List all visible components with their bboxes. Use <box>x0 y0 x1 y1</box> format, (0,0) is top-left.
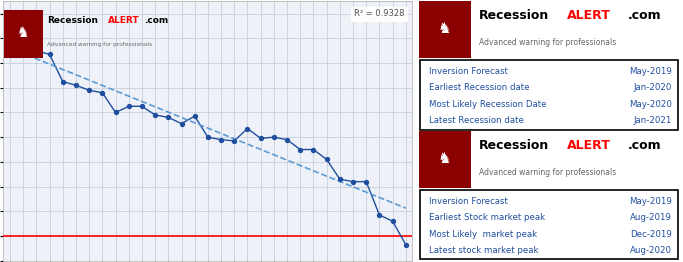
Text: .com: .com <box>628 139 661 152</box>
Text: Earliest Recession date: Earliest Recession date <box>429 83 529 92</box>
Text: ALERT: ALERT <box>109 17 140 25</box>
Point <box>348 179 359 184</box>
Point <box>361 179 372 184</box>
Point <box>268 135 279 139</box>
Text: Inversion Forecast: Inversion Forecast <box>429 67 508 76</box>
Text: Earliest Stock market peak: Earliest Stock market peak <box>429 213 545 222</box>
Title: 10's vs. 1's: 10's vs. 1's <box>169 0 247 1</box>
Text: Recession: Recession <box>479 139 549 152</box>
Point <box>97 91 108 95</box>
Point <box>137 104 148 108</box>
Point <box>281 138 292 142</box>
FancyBboxPatch shape <box>420 189 678 259</box>
Point <box>189 114 200 118</box>
Text: Latest stock market peak: Latest stock market peak <box>429 246 539 255</box>
Text: Latest Recession date: Latest Recession date <box>429 116 524 125</box>
Text: R² = 0.9328: R² = 0.9328 <box>354 9 404 18</box>
Text: Aug-2020: Aug-2020 <box>630 246 672 255</box>
Text: Advanced warning for professionals: Advanced warning for professionals <box>479 168 616 177</box>
Text: .com: .com <box>143 17 168 25</box>
Point <box>374 213 385 217</box>
Point <box>321 157 332 161</box>
Point <box>57 79 68 84</box>
Text: Most Likely Recession Date: Most Likely Recession Date <box>429 100 546 109</box>
Text: .com: .com <box>628 9 661 22</box>
Text: May-2019: May-2019 <box>629 197 672 206</box>
Point <box>242 127 253 131</box>
Text: Recession: Recession <box>47 17 98 25</box>
Point <box>150 113 161 117</box>
FancyBboxPatch shape <box>420 60 678 129</box>
FancyBboxPatch shape <box>419 131 471 188</box>
Point <box>387 219 398 223</box>
Text: May-2019: May-2019 <box>629 67 672 76</box>
Text: Recession: Recession <box>479 9 549 22</box>
Text: Inversion Forecast: Inversion Forecast <box>429 197 508 206</box>
Text: Aug-2019: Aug-2019 <box>630 213 672 222</box>
Point <box>84 88 95 92</box>
Text: Jan-2021: Jan-2021 <box>633 116 672 125</box>
Point <box>202 135 213 139</box>
Point <box>5 37 16 42</box>
Text: ♞: ♞ <box>438 21 451 36</box>
FancyBboxPatch shape <box>419 1 471 58</box>
Point <box>216 138 227 142</box>
Point <box>31 49 42 53</box>
Point <box>44 52 55 57</box>
Text: Most Likely  market peak: Most Likely market peak <box>429 230 538 239</box>
FancyBboxPatch shape <box>4 10 42 58</box>
Text: Advanced warning for professionals: Advanced warning for professionals <box>479 38 616 47</box>
Point <box>308 148 319 152</box>
Point <box>123 104 134 108</box>
Point <box>295 148 306 152</box>
Text: May-2020: May-2020 <box>629 100 672 109</box>
Point <box>335 177 346 181</box>
Text: Dec-2019: Dec-2019 <box>630 230 672 239</box>
Point <box>18 35 29 39</box>
Point <box>70 83 81 88</box>
Text: ALERT: ALERT <box>568 139 611 152</box>
Point <box>163 115 173 119</box>
Point <box>176 122 187 126</box>
Text: Advanced warning for professionals: Advanced warning for professionals <box>47 42 152 47</box>
Point <box>400 243 411 247</box>
Text: Jan-2020: Jan-2020 <box>633 83 672 92</box>
Point <box>255 136 266 140</box>
Text: ♞: ♞ <box>17 26 29 40</box>
Text: ♞: ♞ <box>438 151 451 166</box>
Point <box>229 139 240 143</box>
Point <box>110 110 121 114</box>
Text: ALERT: ALERT <box>568 9 611 22</box>
